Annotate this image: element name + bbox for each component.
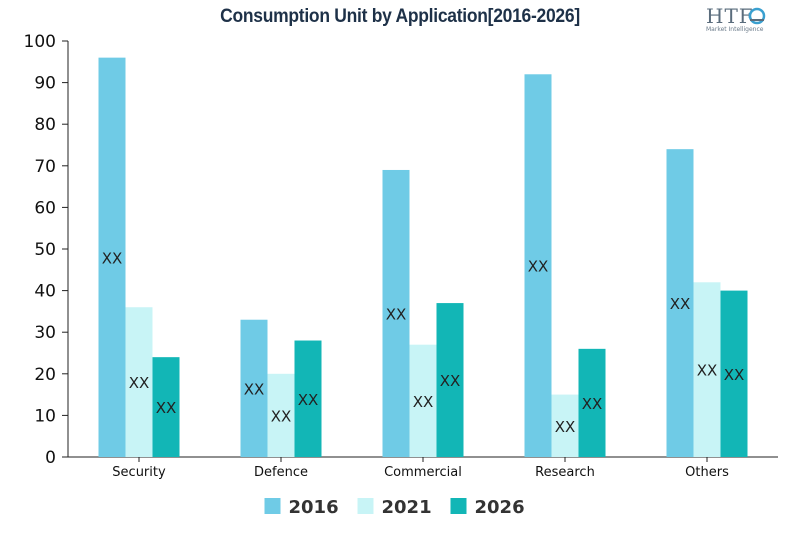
legend-swatch <box>264 498 281 514</box>
x-tick-label: Commercial <box>384 465 462 480</box>
y-tick-label: 70 <box>34 157 56 177</box>
bar <box>152 357 180 457</box>
data-label: XX <box>271 407 292 425</box>
logo-subtitle: Market Intelligence <box>706 26 764 33</box>
y-tick-label: 10 <box>34 406 56 426</box>
y-tick-label: 30 <box>34 323 56 343</box>
bar <box>409 344 437 457</box>
data-label: XX <box>244 380 265 398</box>
bar <box>382 169 410 457</box>
data-label: XX <box>298 391 319 409</box>
legend-label: 2016 <box>289 497 339 518</box>
bar <box>240 319 268 457</box>
y-tick-label: 100 <box>24 32 56 52</box>
data-label: XX <box>555 418 576 436</box>
data-label: XX <box>697 362 718 380</box>
data-label: XX <box>440 372 461 390</box>
bar <box>98 57 126 457</box>
bar <box>267 373 295 457</box>
data-label: XX <box>582 395 603 413</box>
legend: 2016 2021 2026 <box>264 497 525 518</box>
data-label: XX <box>129 374 150 392</box>
data-label: XX <box>724 366 745 384</box>
chart-title: Consumption Unit by Application[2016-202… <box>220 6 580 27</box>
y-tick-label: 60 <box>34 198 56 218</box>
htf-logo: HTF Market Intelligence <box>700 2 780 38</box>
data-label: XX <box>670 295 691 313</box>
data-label: XX <box>102 249 123 267</box>
bar <box>524 74 552 457</box>
x-tick-label: Security <box>112 465 166 480</box>
legend-label: 2021 <box>382 497 432 518</box>
legend-label: 2026 <box>475 497 525 518</box>
x-tick-label: Defence <box>254 465 308 480</box>
data-label: XX <box>413 393 434 411</box>
bar <box>666 149 694 457</box>
y-tick-label: 50 <box>34 240 56 260</box>
bar <box>125 307 153 457</box>
y-tick-label: 40 <box>34 282 56 302</box>
axes: 0 10 20 30 40 50 60 70 80 90 100 Security Defence Com… <box>24 32 778 480</box>
bars <box>98 57 748 457</box>
bar <box>294 340 322 457</box>
bar <box>578 348 606 457</box>
data-label: XX <box>156 399 177 417</box>
y-tick-label: 80 <box>34 115 56 135</box>
data-label: XX <box>386 305 407 323</box>
y-tick-label: 90 <box>34 74 56 94</box>
bar <box>436 303 464 457</box>
y-tick-label: 0 <box>45 448 56 468</box>
bar <box>720 290 748 457</box>
y-tick-label: 20 <box>34 365 56 385</box>
data-label: XX <box>528 258 549 276</box>
bar <box>693 282 721 457</box>
x-tick-label: Research <box>535 465 595 480</box>
data-labels: XX XX XX XX XX XX XX XX XX XX XX XX XX XX XX <box>102 249 745 435</box>
x-tick-label: Others <box>685 465 729 480</box>
legend-swatch <box>357 498 374 514</box>
logo-arc-icon <box>748 7 766 25</box>
bar <box>551 394 579 457</box>
logo-text: HTF <box>706 4 754 28</box>
legend-swatch <box>450 498 467 514</box>
